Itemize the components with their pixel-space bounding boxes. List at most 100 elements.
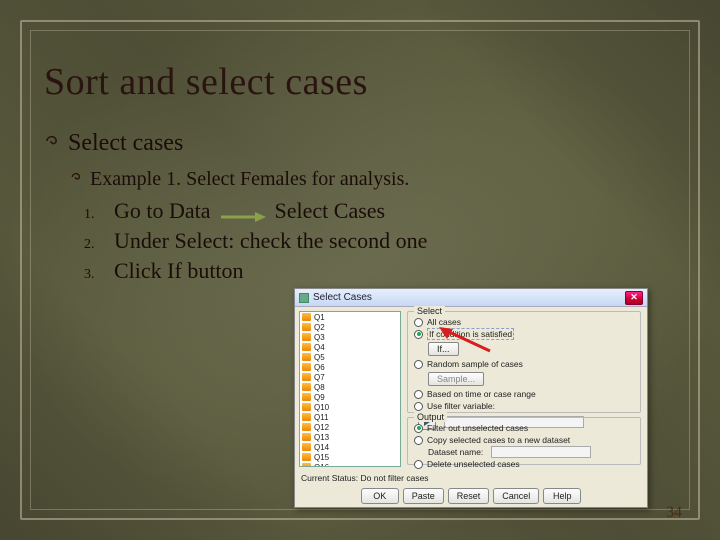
variable-name: Q5 xyxy=(314,353,325,362)
variable-list[interactable]: Q1Q2Q3Q4Q5Q6Q7Q8Q9Q10Q11Q12Q13Q14Q15Q16 xyxy=(299,311,401,467)
radio-output-copy-label: Copy selected cases to a new dataset xyxy=(427,435,570,445)
scale-variable-icon xyxy=(302,393,311,401)
bullet-2-text: Example 1. Select Females for analysis. xyxy=(90,168,409,192)
dataset-name-row: Dataset name: xyxy=(428,446,634,458)
radio-all-label: All cases xyxy=(427,317,461,327)
select-group-legend: Select xyxy=(414,306,445,316)
select-group: Select All cases If condition is satisfi… xyxy=(407,311,641,413)
variable-list-item[interactable]: Q14 xyxy=(300,442,400,452)
radio-icon xyxy=(414,330,423,339)
radio-icon xyxy=(414,460,423,469)
radio-filter-var[interactable]: Use filter variable: xyxy=(414,400,634,412)
radio-icon xyxy=(414,436,423,445)
scale-variable-icon xyxy=(302,433,311,441)
variable-list-item[interactable]: Q12 xyxy=(300,422,400,432)
variable-name: Q13 xyxy=(314,433,329,442)
variable-name: Q10 xyxy=(314,403,329,412)
step-3-text: Click If button xyxy=(114,258,244,284)
variable-list-item[interactable]: Q10 xyxy=(300,402,400,412)
variable-list-item[interactable]: Q8 xyxy=(300,382,400,392)
variable-name: Q11 xyxy=(314,413,329,422)
step-1-pre: Go to Data xyxy=(114,198,211,224)
radio-if-condition[interactable]: If condition is satisfied xyxy=(414,328,634,340)
variable-list-item[interactable]: Q15 xyxy=(300,452,400,462)
variable-list-item[interactable]: Q9 xyxy=(300,392,400,402)
radio-output-copy[interactable]: Copy selected cases to a new dataset xyxy=(414,434,634,446)
dataset-name-label: Dataset name: xyxy=(428,447,483,457)
slide-number: 34 xyxy=(666,504,682,522)
variable-list-item[interactable]: Q11 xyxy=(300,412,400,422)
cancel-button[interactable]: Cancel xyxy=(493,488,539,504)
radio-icon xyxy=(414,424,423,433)
help-button[interactable]: Help xyxy=(543,488,581,504)
step-num: 3. xyxy=(84,267,114,283)
scale-variable-icon xyxy=(302,313,311,321)
radio-output-filter-label: Filter out unselected cases xyxy=(427,423,528,433)
output-group-legend: Output xyxy=(414,412,447,422)
variable-name: Q8 xyxy=(314,383,325,392)
variable-list-item[interactable]: Q4 xyxy=(300,342,400,352)
reset-button[interactable]: Reset xyxy=(448,488,490,504)
variable-list-item[interactable]: Q2 xyxy=(300,322,400,332)
scale-variable-icon xyxy=(302,323,311,331)
scale-variable-icon xyxy=(302,383,311,391)
radio-output-delete[interactable]: Delete unselected cases xyxy=(414,458,634,470)
variable-name: Q9 xyxy=(314,393,325,402)
radio-random-label: Random sample of cases xyxy=(427,359,523,369)
variable-name: Q14 xyxy=(314,443,329,452)
radio-icon xyxy=(414,360,423,369)
step-1-post: Select Cases xyxy=(275,198,386,224)
variable-list-item[interactable]: Q16 xyxy=(300,462,400,467)
dialog-body: Q1Q2Q3Q4Q5Q6Q7Q8Q9Q10Q11Q12Q13Q14Q15Q16 … xyxy=(295,307,647,471)
radio-range[interactable]: Based on time or case range xyxy=(414,388,634,400)
variable-name: Q2 xyxy=(314,323,325,332)
variable-name: Q1 xyxy=(314,313,325,322)
radio-output-filter[interactable]: Filter out unselected cases xyxy=(414,422,634,434)
scale-variable-icon xyxy=(302,403,311,411)
scale-variable-icon xyxy=(302,363,311,371)
radio-filter-label: Use filter variable: xyxy=(427,401,495,411)
scale-variable-icon xyxy=(302,443,311,451)
dialog-button-row: OK Paste Reset Cancel Help xyxy=(295,485,647,508)
sample-button[interactable]: Sample... xyxy=(428,372,484,386)
variable-name: Q12 xyxy=(314,423,329,432)
slide-content: Sort and select cases Select cases Examp… xyxy=(44,60,676,288)
dataset-name-field[interactable] xyxy=(491,446,591,458)
app-icon xyxy=(299,293,309,303)
variable-list-item[interactable]: Q1 xyxy=(300,312,400,322)
dialog-title: Select Cases xyxy=(313,292,621,303)
ok-button[interactable]: OK xyxy=(361,488,399,504)
numbered-steps: 1. Go to Data Select Cases 2. Under Sele… xyxy=(84,198,676,284)
radio-random-sample[interactable]: Random sample of cases xyxy=(414,358,634,370)
variable-name: Q15 xyxy=(314,453,329,462)
scale-variable-icon xyxy=(302,453,311,461)
paste-button[interactable]: Paste xyxy=(403,488,444,504)
right-arrow-icon xyxy=(219,204,267,218)
close-button[interactable]: ✕ xyxy=(625,291,643,305)
variable-list-item[interactable]: Q6 xyxy=(300,362,400,372)
scale-variable-icon xyxy=(302,413,311,421)
bullet-swirl-icon xyxy=(44,130,62,158)
radio-icon xyxy=(414,402,423,411)
variable-name: Q3 xyxy=(314,333,325,342)
select-cases-dialog: Select Cases ✕ Q1Q2Q3Q4Q5Q6Q7Q8Q9Q10Q11Q… xyxy=(294,288,648,508)
variable-list-item[interactable]: Q7 xyxy=(300,372,400,382)
bullet-level-2: Example 1. Select Females for analysis. xyxy=(70,168,676,192)
if-button[interactable]: If... xyxy=(428,342,459,356)
scale-variable-icon xyxy=(302,463,311,467)
bullet-level-1: Select cases xyxy=(44,130,676,158)
variable-list-item[interactable]: Q13 xyxy=(300,432,400,442)
radio-if-label: If condition is satisfied xyxy=(427,328,514,340)
scale-variable-icon xyxy=(302,373,311,381)
step-num: 2. xyxy=(84,237,114,253)
dialog-titlebar[interactable]: Select Cases ✕ xyxy=(295,289,647,307)
scale-variable-icon xyxy=(302,343,311,351)
scale-variable-icon xyxy=(302,353,311,361)
variable-list-item[interactable]: Q5 xyxy=(300,352,400,362)
radio-all-cases[interactable]: All cases xyxy=(414,316,634,328)
step-1: 1. Go to Data Select Cases xyxy=(84,198,676,224)
scale-variable-icon xyxy=(302,423,311,431)
variable-list-item[interactable]: Q3 xyxy=(300,332,400,342)
variable-name: Q7 xyxy=(314,373,325,382)
radio-output-delete-label: Delete unselected cases xyxy=(427,459,520,469)
